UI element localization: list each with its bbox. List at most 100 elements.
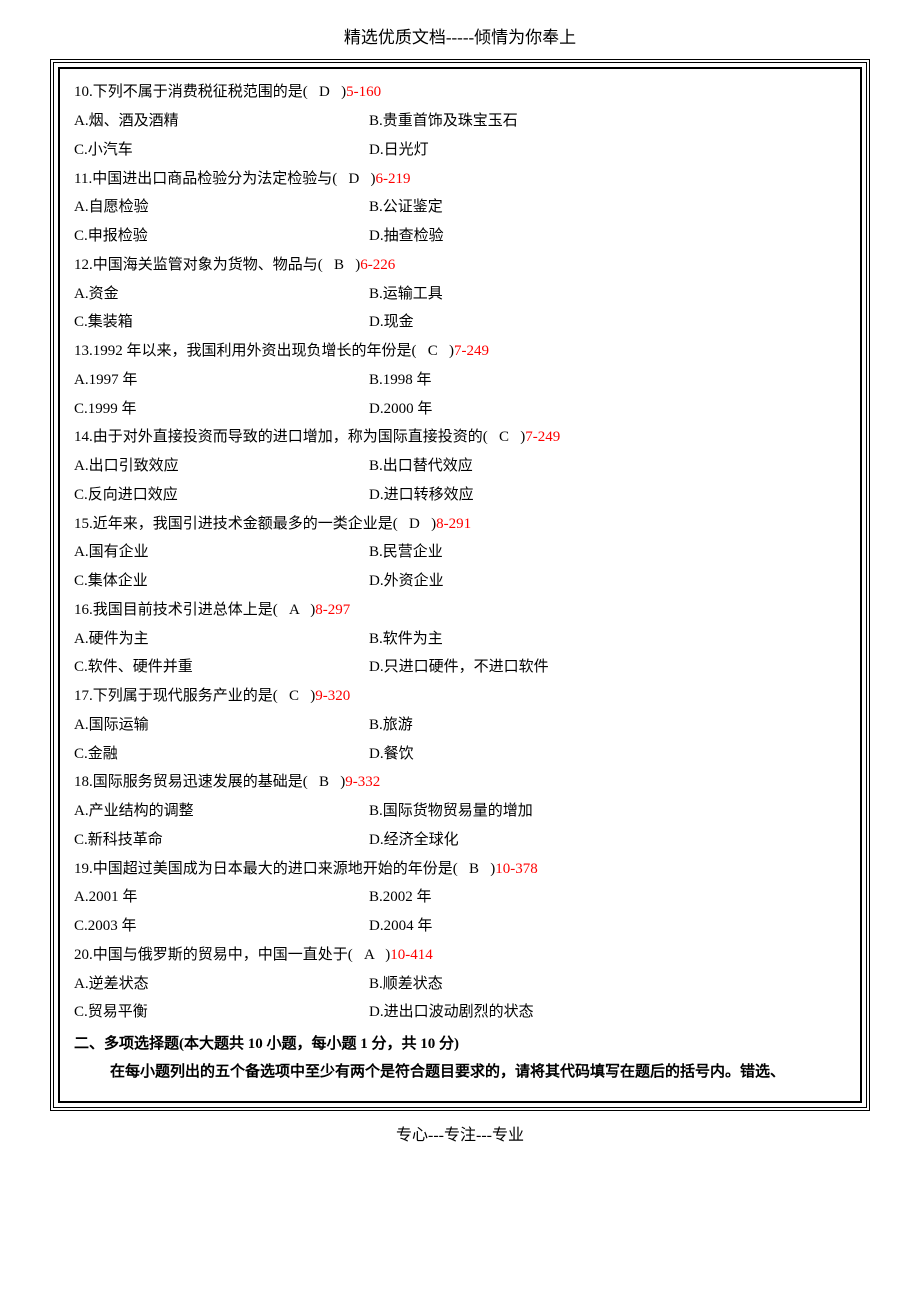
option-row: C.贸易平衡D.进出口波动剧烈的状态 [74, 999, 846, 1027]
option-right: D.进出口波动剧烈的状态 [369, 999, 846, 1027]
option-row: C.软件、硬件并重D.只进口硬件，不进口软件 [74, 654, 846, 682]
option-row: C.2003 年D.2004 年 [74, 913, 846, 941]
option-row: C.金融D.餐饮 [74, 741, 846, 769]
question-stem: 15.近年来，我国引进技术金额最多的一类企业是( D )8-291 [74, 511, 846, 539]
option-right: D.日光灯 [369, 137, 846, 165]
question-stem: 16.我国目前技术引进总体上是( A )8-297 [74, 597, 846, 625]
question-stem: 11.中国进出口商品检验分为法定检验与( D )6-219 [74, 166, 846, 194]
option-right: B.公证鉴定 [369, 194, 846, 222]
option-row: C.小汽车D.日光灯 [74, 137, 846, 165]
inner-frame: 10.下列不属于消费税征税范围的是( D )5-160A.烟、酒及酒精B.贵重首… [58, 67, 862, 1102]
outer-frame: 10.下列不属于消费税征税范围的是( D )5-160A.烟、酒及酒精B.贵重首… [50, 59, 870, 1110]
reference-code: 9-332 [345, 769, 380, 797]
option-left: A.国有企业 [74, 539, 369, 567]
option-right: B.贵重首饰及珠宝玉石 [369, 108, 846, 136]
option-row: A.出口引致效应B.出口替代效应 [74, 453, 846, 481]
option-row: A.1997 年B.1998 年 [74, 367, 846, 395]
option-left: C.反向进口效应 [74, 482, 369, 510]
option-left: A.出口引致效应 [74, 453, 369, 481]
stem-text: 10.下列不属于消费税征税范围的是( D ) [74, 79, 346, 107]
reference-code: 8-291 [436, 511, 471, 539]
page-header: 精选优质文档-----倾情为你奉上 [0, 0, 920, 59]
option-right: D.外资企业 [369, 568, 846, 596]
option-left: C.申报检验 [74, 223, 369, 251]
reference-code: 7-249 [454, 338, 489, 366]
question-stem: 17.下列属于现代服务产业的是( C )9-320 [74, 683, 846, 711]
option-left: C.贸易平衡 [74, 999, 369, 1027]
option-row: A.产业结构的调整B.国际货物贸易量的增加 [74, 798, 846, 826]
option-right: B.2002 年 [369, 884, 846, 912]
option-row: C.反向进口效应D.进口转移效应 [74, 482, 846, 510]
option-right: D.经济全球化 [369, 827, 846, 855]
option-right: B.顺差状态 [369, 971, 846, 999]
option-right: B.1998 年 [369, 367, 846, 395]
option-right: D.2004 年 [369, 913, 846, 941]
option-right: D.抽查检验 [369, 223, 846, 251]
option-left: C.1999 年 [74, 396, 369, 424]
option-row: C.新科技革命D.经济全球化 [74, 827, 846, 855]
question-stem: 10.下列不属于消费税征税范围的是( D )5-160 [74, 79, 846, 107]
option-left: C.2003 年 [74, 913, 369, 941]
option-left: A.硬件为主 [74, 626, 369, 654]
stem-text: 15.近年来，我国引进技术金额最多的一类企业是( D ) [74, 511, 436, 539]
option-row: A.烟、酒及酒精B.贵重首饰及珠宝玉石 [74, 108, 846, 136]
option-row: A.资金B.运输工具 [74, 281, 846, 309]
stem-text: 13.1992 年以来，我国利用外资出现负增长的年份是( C ) [74, 338, 454, 366]
section-2-title: 二、多项选择题(本大题共 10 小题，每小题 1 分，共 10 分) [74, 1031, 846, 1059]
option-right: B.国际货物贸易量的增加 [369, 798, 846, 826]
option-left: C.软件、硬件并重 [74, 654, 369, 682]
question-stem: 19.中国超过美国成为日本最大的进口来源地开始的年份是( B )10-378 [74, 856, 846, 884]
stem-text: 20.中国与俄罗斯的贸易中，中国一直处于( A ) [74, 942, 390, 970]
option-left: A.1997 年 [74, 367, 369, 395]
question-stem: 20.中国与俄罗斯的贸易中，中国一直处于( A )10-414 [74, 942, 846, 970]
option-left: C.小汽车 [74, 137, 369, 165]
option-row: C.集装箱D.现金 [74, 309, 846, 337]
option-right: D.现金 [369, 309, 846, 337]
option-row: A.逆差状态B.顺差状态 [74, 971, 846, 999]
reference-code: 6-219 [376, 166, 411, 194]
option-left: A.逆差状态 [74, 971, 369, 999]
reference-code: 8-297 [315, 597, 350, 625]
option-left: C.新科技革命 [74, 827, 369, 855]
option-right: D.进口转移效应 [369, 482, 846, 510]
reference-code: 6-226 [360, 252, 395, 280]
option-row: A.国有企业B.民营企业 [74, 539, 846, 567]
stem-text: 18.国际服务贸易迅速发展的基础是( B ) [74, 769, 345, 797]
option-right: D.只进口硬件，不进口软件 [369, 654, 846, 682]
option-right: B.旅游 [369, 712, 846, 740]
stem-text: 16.我国目前技术引进总体上是( A ) [74, 597, 315, 625]
option-row: A.自愿检验B.公证鉴定 [74, 194, 846, 222]
option-row: C.集体企业D.外资企业 [74, 568, 846, 596]
stem-text: 19.中国超过美国成为日本最大的进口来源地开始的年份是( B ) [74, 856, 495, 884]
option-row: C.1999 年D.2000 年 [74, 396, 846, 424]
option-left: A.资金 [74, 281, 369, 309]
option-left: A.国际运输 [74, 712, 369, 740]
option-row: A.硬件为主B.软件为主 [74, 626, 846, 654]
stem-text: 11.中国进出口商品检验分为法定检验与( D ) [74, 166, 376, 194]
option-left: A.自愿检验 [74, 194, 369, 222]
stem-text: 12.中国海关监管对象为货物、物品与( B ) [74, 252, 360, 280]
question-stem: 12.中国海关监管对象为货物、物品与( B )6-226 [74, 252, 846, 280]
option-right: B.运输工具 [369, 281, 846, 309]
option-row: A.国际运输B.旅游 [74, 712, 846, 740]
option-left: A.产业结构的调整 [74, 798, 369, 826]
questions-container: 10.下列不属于消费税征税范围的是( D )5-160A.烟、酒及酒精B.贵重首… [74, 79, 846, 1027]
section-2-note: 在每小题列出的五个备选项中至少有两个是符合题目要求的，请将其代码填写在题后的括号… [74, 1059, 846, 1087]
option-left: C.金融 [74, 741, 369, 769]
reference-code: 9-320 [315, 683, 350, 711]
option-right: D.2000 年 [369, 396, 846, 424]
stem-text: 14.由于对外直接投资而导致的进口增加，称为国际直接投资的( C ) [74, 424, 525, 452]
page-footer: 专心---专注---专业 [0, 1111, 920, 1161]
question-stem: 14.由于对外直接投资而导致的进口增加，称为国际直接投资的( C )7-249 [74, 424, 846, 452]
option-right: B.民营企业 [369, 539, 846, 567]
option-row: C.申报检验D.抽查检验 [74, 223, 846, 251]
option-right: B.软件为主 [369, 626, 846, 654]
option-left: C.集体企业 [74, 568, 369, 596]
option-right: D.餐饮 [369, 741, 846, 769]
reference-code: 5-160 [346, 79, 381, 107]
reference-code: 7-249 [525, 424, 560, 452]
reference-code: 10-378 [495, 856, 538, 884]
stem-text: 17.下列属于现代服务产业的是( C ) [74, 683, 315, 711]
option-left: C.集装箱 [74, 309, 369, 337]
question-stem: 13.1992 年以来，我国利用外资出现负增长的年份是( C )7-249 [74, 338, 846, 366]
